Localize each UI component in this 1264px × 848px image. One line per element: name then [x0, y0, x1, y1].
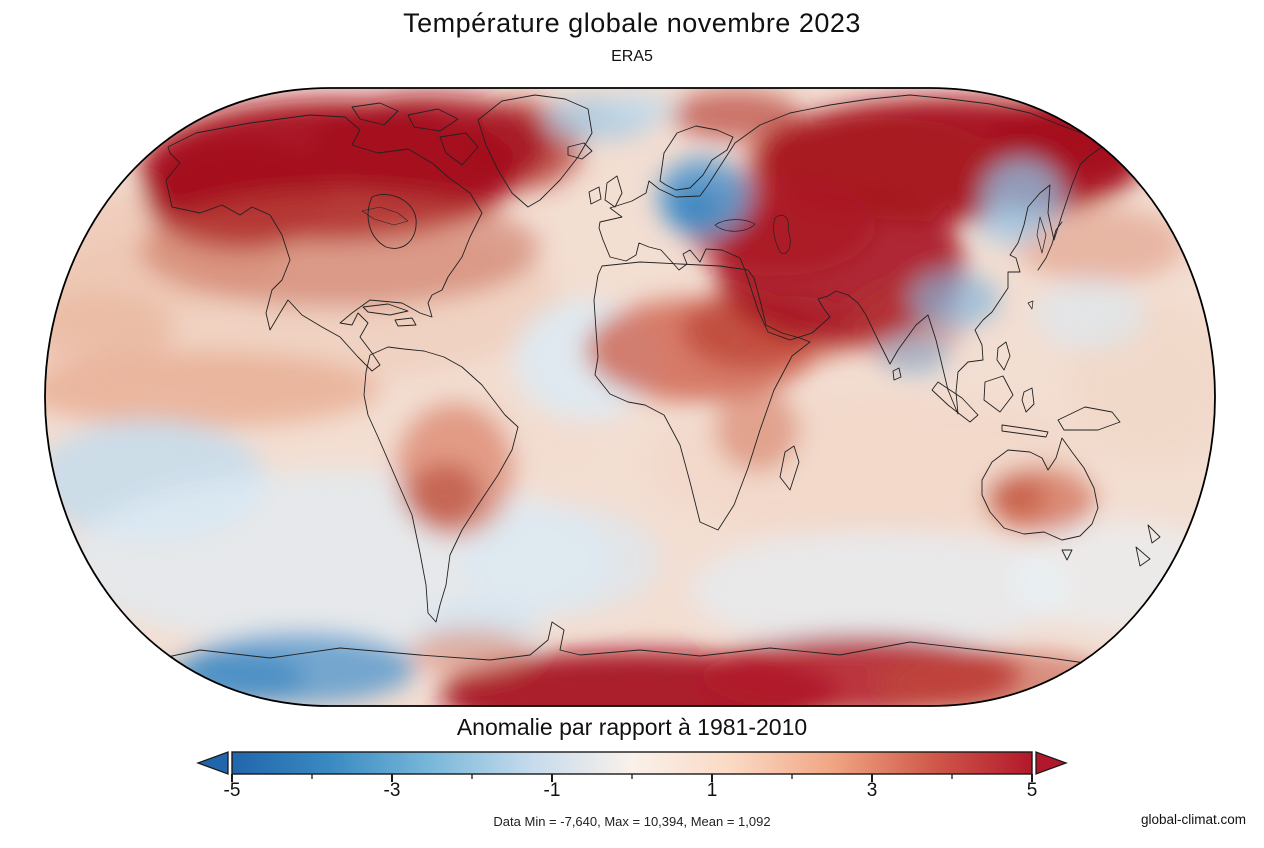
colorbar-tick-label: -3 [383, 780, 401, 801]
caspian-sea-outline [773, 215, 791, 254]
japan-outline [1037, 221, 1063, 271]
map-boundary [44, 87, 1216, 707]
colorbar-bar [231, 751, 1033, 775]
coastlines [59, 94, 1211, 696]
southeast-asia-islands-outline [931, 341, 1121, 438]
data-stats-line: Data Min = -7,640, Max = 10,394, Mean = … [493, 814, 771, 829]
greenland-outline [477, 94, 593, 208]
colorbar-tick-label: -5 [223, 780, 241, 801]
iceland-outline [567, 142, 593, 160]
colorbar-arrow-right [1035, 751, 1068, 775]
taiwan-outline [1027, 300, 1034, 310]
south-america-outline [363, 346, 519, 623]
colorbar-tick-label: -1 [543, 780, 561, 801]
sakhalin-outline [1036, 216, 1047, 254]
colorbar-tick-label: 5 [1026, 780, 1038, 801]
new-zealand-outline [1135, 524, 1161, 567]
eurasia-outline [598, 94, 1103, 415]
caribbean-outline [362, 303, 417, 327]
colorbar-tick-label: 1 [706, 780, 718, 801]
africa-outline [593, 261, 811, 531]
colorbar-ticks [231, 774, 1033, 782]
black-sea-outline [714, 219, 756, 232]
north-america-outline [165, 114, 483, 372]
hudson-bay-outline [367, 194, 417, 249]
colorbar-tick-labels: -5 -3 -1 1 3 5 [0, 780, 1264, 804]
australia-outline [981, 437, 1099, 541]
site-credit: global-climat.com [1140, 812, 1246, 827]
arctic-islands-outline [351, 102, 479, 166]
tasmania-outline [1061, 549, 1073, 561]
scandinavia-outline [659, 125, 734, 191]
sri-lanka-outline [892, 367, 902, 381]
antarctica-outline [59, 621, 1211, 696]
madagascar-outline [779, 445, 800, 491]
figure-subtitle: ERA5 [611, 48, 653, 65]
colorbar-arrow-left [196, 751, 229, 775]
great-lakes-outline [361, 206, 409, 226]
colorbar-label: Anomalie par rapport à 1981-2010 [456, 714, 808, 740]
colorbar [196, 751, 1068, 782]
uk-ireland-outline [588, 175, 623, 208]
colorbar-tick-label: 3 [866, 780, 878, 801]
anomaly-field [45, 88, 1215, 706]
figure-title: Température globale novembre 2023 [403, 8, 861, 38]
